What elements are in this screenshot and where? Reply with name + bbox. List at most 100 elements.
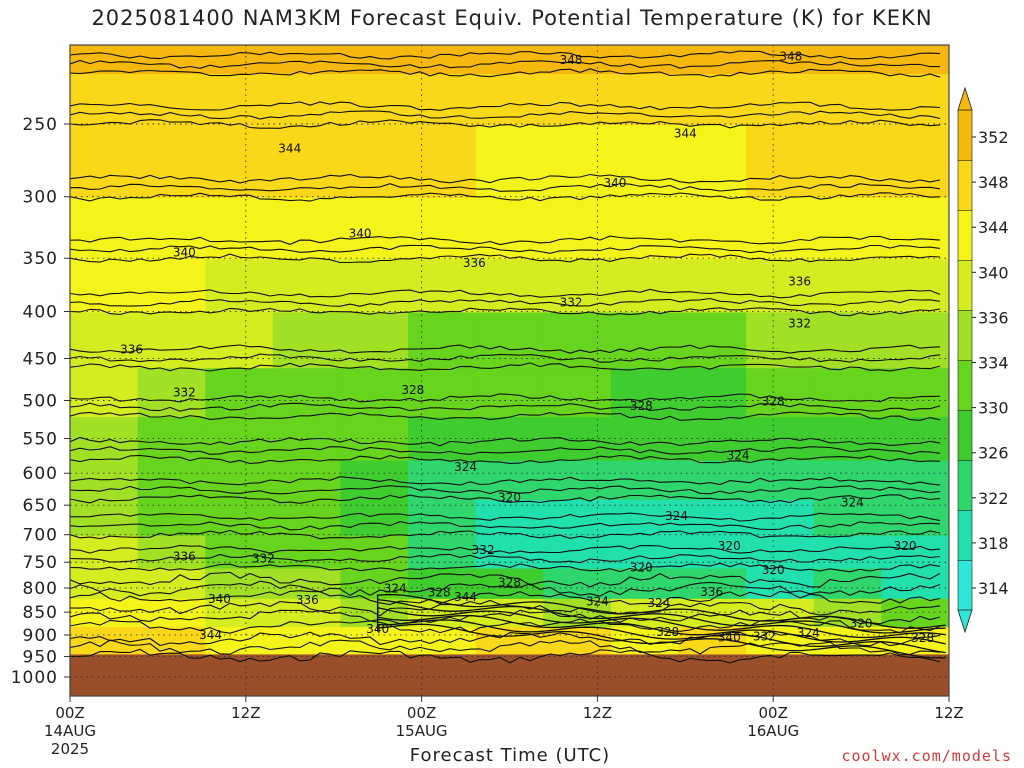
terrain-block bbox=[70, 654, 949, 696]
field-cell bbox=[881, 45, 949, 75]
field-cell bbox=[610, 534, 680, 569]
contour-label: 336 bbox=[700, 585, 723, 599]
y-tick-label: 250 bbox=[23, 115, 58, 135]
contour-line bbox=[70, 521, 941, 531]
field-cell bbox=[475, 196, 545, 260]
contour-label: 336 bbox=[463, 256, 486, 270]
field-cell bbox=[70, 498, 139, 536]
field-cell bbox=[340, 459, 410, 500]
colorbar-segment bbox=[957, 309, 973, 361]
contour-line bbox=[70, 494, 941, 504]
contour-line bbox=[70, 454, 941, 465]
contour-line bbox=[70, 110, 941, 120]
colorbar-segment bbox=[957, 559, 973, 611]
colorbar-label: 330 bbox=[978, 399, 1009, 418]
field-cell bbox=[408, 416, 477, 461]
colorbar-segment bbox=[957, 259, 973, 311]
field-cell bbox=[205, 45, 274, 75]
contour-label: 348 bbox=[779, 49, 802, 63]
contour-label: 328 bbox=[401, 383, 424, 397]
field-cell bbox=[813, 416, 883, 461]
colorbar-arrow-bottom bbox=[957, 609, 973, 634]
contour-label: 324 bbox=[384, 581, 407, 595]
contour-line bbox=[70, 362, 941, 372]
contour-lines bbox=[70, 50, 946, 664]
contour-line bbox=[70, 344, 941, 354]
contour-line bbox=[70, 411, 941, 421]
field-cell bbox=[813, 45, 883, 75]
contour-label: 332 bbox=[753, 629, 776, 643]
contour-line bbox=[70, 485, 941, 495]
contour-line bbox=[70, 553, 941, 564]
field-cell bbox=[475, 311, 545, 369]
field-cell bbox=[678, 311, 748, 369]
field-cell bbox=[340, 498, 410, 536]
contour-label: 320 bbox=[718, 539, 741, 553]
contour-label: 324 bbox=[797, 626, 820, 640]
field-cell bbox=[813, 124, 883, 198]
field-cell bbox=[340, 367, 410, 418]
contour-label: 328 bbox=[656, 625, 679, 639]
contour-line bbox=[376, 619, 946, 654]
field-cell bbox=[813, 498, 883, 536]
field-cell bbox=[137, 73, 207, 125]
field-cell bbox=[205, 124, 274, 198]
contour-line bbox=[70, 476, 941, 486]
contour-line bbox=[70, 529, 941, 540]
contour-label: 320 bbox=[762, 563, 785, 577]
x-tick-year: 2025 bbox=[51, 740, 89, 758]
contour-label: 348 bbox=[560, 53, 583, 67]
colorbar-label: 336 bbox=[978, 308, 1009, 327]
colorbar-label: 326 bbox=[978, 444, 1009, 463]
contour-line bbox=[70, 59, 940, 69]
field-cell bbox=[272, 196, 342, 260]
terrain-mask bbox=[70, 654, 949, 696]
field-cell bbox=[205, 367, 274, 418]
y-tick-label: 400 bbox=[23, 302, 58, 322]
contour-line bbox=[70, 580, 941, 597]
field-cell bbox=[475, 367, 545, 418]
field-cell bbox=[70, 196, 139, 260]
y-tick-label: 750 bbox=[23, 553, 58, 573]
field-cell bbox=[137, 416, 207, 461]
contour-label: 328 bbox=[428, 585, 451, 599]
gridlines bbox=[69, 45, 950, 696]
contour-line bbox=[376, 606, 946, 639]
y-tick-label: 800 bbox=[23, 579, 58, 599]
field-cell bbox=[475, 73, 545, 125]
field-cell bbox=[881, 567, 949, 599]
field-cell bbox=[475, 124, 545, 198]
field-cell bbox=[205, 258, 274, 313]
field-cell bbox=[813, 311, 883, 369]
field-cell bbox=[340, 45, 410, 75]
x-tick-date: 15AUG bbox=[396, 722, 448, 740]
contour-line bbox=[70, 571, 941, 588]
field-cell bbox=[408, 45, 477, 75]
field-cell bbox=[205, 311, 274, 369]
contour-label: 340 bbox=[718, 631, 741, 645]
contour-line bbox=[70, 393, 941, 403]
field-cell bbox=[543, 367, 612, 418]
field-cell bbox=[543, 534, 612, 569]
y-tick-label: 500 bbox=[23, 392, 58, 412]
field-cell bbox=[881, 258, 949, 313]
colorbar-label: 340 bbox=[978, 263, 1009, 282]
field-cell bbox=[678, 534, 748, 569]
x-axis-label: Forecast Time (UTC) bbox=[409, 745, 611, 766]
contour-line bbox=[70, 446, 941, 455]
colorbar-label: 352 bbox=[978, 128, 1009, 147]
field-cell bbox=[475, 258, 545, 313]
contour-label: 324 bbox=[454, 460, 477, 474]
contour-line bbox=[70, 182, 941, 192]
field-cell bbox=[340, 196, 410, 260]
colorbar-arrow-top bbox=[957, 86, 973, 111]
colorbar: 352 348 344 340 336 334 330 326 322 318 314 bbox=[957, 86, 1009, 634]
field-cell bbox=[205, 459, 274, 500]
y-tick-label: 900 bbox=[23, 626, 58, 646]
field-cell bbox=[272, 258, 342, 313]
contour-label: 336 bbox=[788, 274, 811, 288]
contour-label: 328 bbox=[762, 394, 785, 408]
colorbar-segment bbox=[957, 109, 973, 161]
